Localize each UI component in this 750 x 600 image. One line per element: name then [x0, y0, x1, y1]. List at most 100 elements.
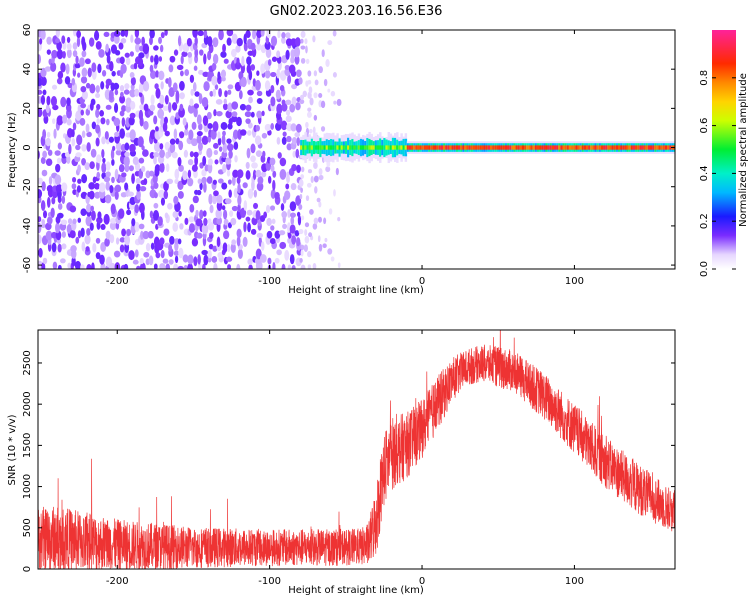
spectrogram-cell	[250, 228, 257, 235]
spectrogram-cell	[56, 157, 62, 164]
spectrogram-cell	[160, 250, 165, 259]
spectrogram-cell	[256, 110, 263, 119]
spectrogram-cell	[222, 242, 228, 253]
spectrogram-cell	[250, 64, 256, 71]
spectrogram-cell	[583, 145, 587, 150]
spectrogram-cell	[213, 262, 218, 269]
spectrogram-cell	[247, 122, 253, 129]
spectrogram-cell	[664, 145, 668, 150]
spectrogram-cell	[95, 252, 101, 260]
spectrogram-cell	[385, 145, 388, 150]
spectrogram-cell	[48, 176, 53, 186]
spectrogram-cell	[71, 137, 76, 147]
spectrogram-cell	[462, 145, 465, 150]
spectrogram-cell	[421, 145, 425, 150]
spectrogram-cell	[111, 176, 115, 184]
spectrogram-cell	[100, 81, 105, 90]
spectrogram-cell	[202, 155, 207, 167]
spectrogram-cell	[48, 58, 52, 65]
spectrogram-cell	[38, 222, 42, 234]
spectrogram-cell	[222, 142, 228, 154]
spectrogram-cell	[150, 55, 154, 63]
spectrogram-cell	[81, 144, 87, 152]
spectrogram-cell	[45, 104, 50, 114]
spectrogram-cell	[330, 90, 336, 97]
spectrogram-cell	[203, 81, 210, 92]
spectrogram-cell	[143, 120, 149, 130]
spectrogram-cell	[312, 126, 316, 134]
spectrogram-cell	[440, 145, 444, 150]
spectrogram-cell	[45, 158, 53, 167]
spectrogram-cell	[134, 249, 139, 258]
spectrogram-cell	[667, 145, 670, 150]
spectrogram-cell	[398, 145, 401, 150]
spectrogram-cell	[255, 169, 262, 178]
spectrogram-cell	[236, 228, 242, 238]
spectrogram-cell	[61, 243, 67, 250]
spectrogram-cell	[428, 145, 431, 150]
spectrogram-cell	[632, 145, 636, 150]
spectrogram-cell	[182, 117, 187, 126]
spectrogram-cell	[227, 84, 234, 90]
spectrogram-cell	[159, 263, 166, 269]
spectrogram-cell	[50, 207, 55, 218]
spectrogram-cell	[313, 175, 319, 183]
spectrogram-cell	[69, 205, 77, 213]
spectrogram-cell	[291, 264, 296, 269]
spectrogram-cell	[305, 195, 310, 202]
spectrogram-cell	[38, 95, 42, 104]
spectrogram-cell	[237, 203, 241, 213]
spectrogram-cell	[108, 136, 115, 143]
spectrogram-x-ticks: -200 -100 0 100	[106, 30, 584, 287]
spectrogram-cell	[232, 169, 239, 178]
spectrogram-cell	[298, 77, 303, 85]
spectrogram-cell	[130, 76, 136, 86]
spectrogram-cell	[307, 251, 312, 258]
spectrogram-cell	[233, 188, 239, 198]
spectrogram-cell	[46, 36, 52, 45]
spectrogram-cell	[325, 166, 331, 173]
spectrogram-cell	[260, 30, 265, 37]
spectrogram-cell	[466, 145, 469, 150]
spectrogram-cell	[626, 145, 629, 150]
spectrogram-cell	[61, 231, 66, 238]
spectrogram-cell	[182, 170, 188, 181]
spectrogram-cell	[173, 128, 178, 140]
spectrogram-cell	[187, 169, 192, 179]
spectrogram-cell	[196, 131, 203, 137]
spectrogram-cell	[247, 188, 254, 199]
spectrogram-cell	[318, 168, 323, 176]
spectrogram-cell	[57, 142, 63, 150]
spectrogram-cell	[226, 169, 231, 177]
spectrogram-cell	[393, 145, 397, 150]
spectrogram-cell	[250, 42, 256, 51]
spectrogram-cell	[134, 88, 140, 97]
spectrogram-cell	[276, 103, 283, 115]
spectrogram-cell	[57, 71, 64, 79]
spectrogram-cell	[221, 134, 226, 146]
spectrogram-cell	[113, 250, 121, 258]
spectrogram-cell	[181, 51, 188, 58]
spectrogram-cell	[153, 115, 158, 125]
spectrogram-cell	[226, 138, 232, 144]
spectrogram-cell	[111, 158, 115, 166]
spectrogram-cell	[230, 217, 237, 226]
spectrogram-cell	[318, 66, 323, 74]
spectrogram-cell	[252, 30, 257, 40]
snr-series-line	[38, 330, 675, 569]
spectrogram-cell	[285, 183, 290, 190]
spectrogram-cell	[315, 145, 318, 150]
spectrogram-cell	[56, 49, 64, 60]
x-tick-label: -200	[106, 276, 129, 287]
spectrogram-cell	[643, 145, 647, 150]
spectrogram-cell	[277, 30, 281, 39]
spectrogram-cell	[313, 162, 318, 169]
y-tick-label: 60	[22, 24, 33, 37]
spectrogram-cell	[247, 89, 254, 96]
spectrogram-cell	[128, 116, 135, 126]
spectrogram-cell	[114, 168, 119, 180]
spectrogram-cell	[296, 237, 301, 247]
spectrogram-cell	[300, 264, 306, 269]
spectrogram-cell	[264, 123, 272, 132]
spectrogram-cell	[355, 145, 359, 150]
